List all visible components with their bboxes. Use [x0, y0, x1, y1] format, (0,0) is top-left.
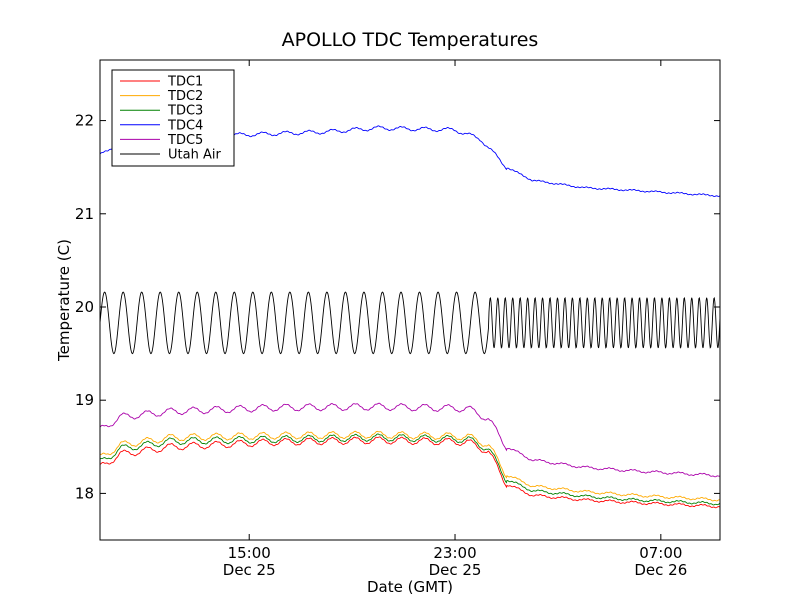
- y-tick-label: 18: [75, 484, 94, 502]
- legend-label: TDC3: [167, 104, 203, 119]
- y-tick-label: 20: [75, 298, 94, 316]
- legend-label: TDC4: [167, 118, 203, 133]
- x-tick-label-date: Dec 26: [634, 561, 687, 579]
- legend-label: Utah Air: [168, 148, 221, 163]
- y-tick-label: 21: [75, 205, 94, 223]
- x-tick-label-date: Dec 25: [223, 561, 276, 579]
- plot-frame: [99, 59, 721, 541]
- legend-label: TDC2: [167, 89, 203, 104]
- x-tick-label-time: 15:00: [228, 544, 271, 562]
- y-tick-label: 22: [75, 112, 94, 130]
- series-line-tdc3: [99, 433, 721, 506]
- plot-lines: [99, 125, 721, 509]
- legend-label: TDC1: [167, 75, 203, 90]
- chart-title: APOLLO TDC Temperatures: [282, 29, 539, 51]
- y-tick-label: 19: [75, 391, 94, 409]
- series-line-tdc5: [99, 402, 721, 478]
- series-line-tdc1: [99, 436, 721, 509]
- legend-label: TDC5: [167, 133, 203, 148]
- legend-box: [111, 69, 235, 167]
- series-line-utah-air: [99, 291, 721, 355]
- x-tick-label-time: 07:00: [639, 544, 682, 562]
- x-tick-label-time: 23:00: [433, 544, 476, 562]
- y-axis-label: Temperature (C): [55, 239, 73, 362]
- x-tick-label-date: Dec 25: [429, 561, 482, 579]
- y-axis: 18 19 20 21 22: [75, 112, 720, 502]
- x-axis-label: Date (GMT): [367, 578, 453, 596]
- series-line-tdc2: [99, 430, 721, 502]
